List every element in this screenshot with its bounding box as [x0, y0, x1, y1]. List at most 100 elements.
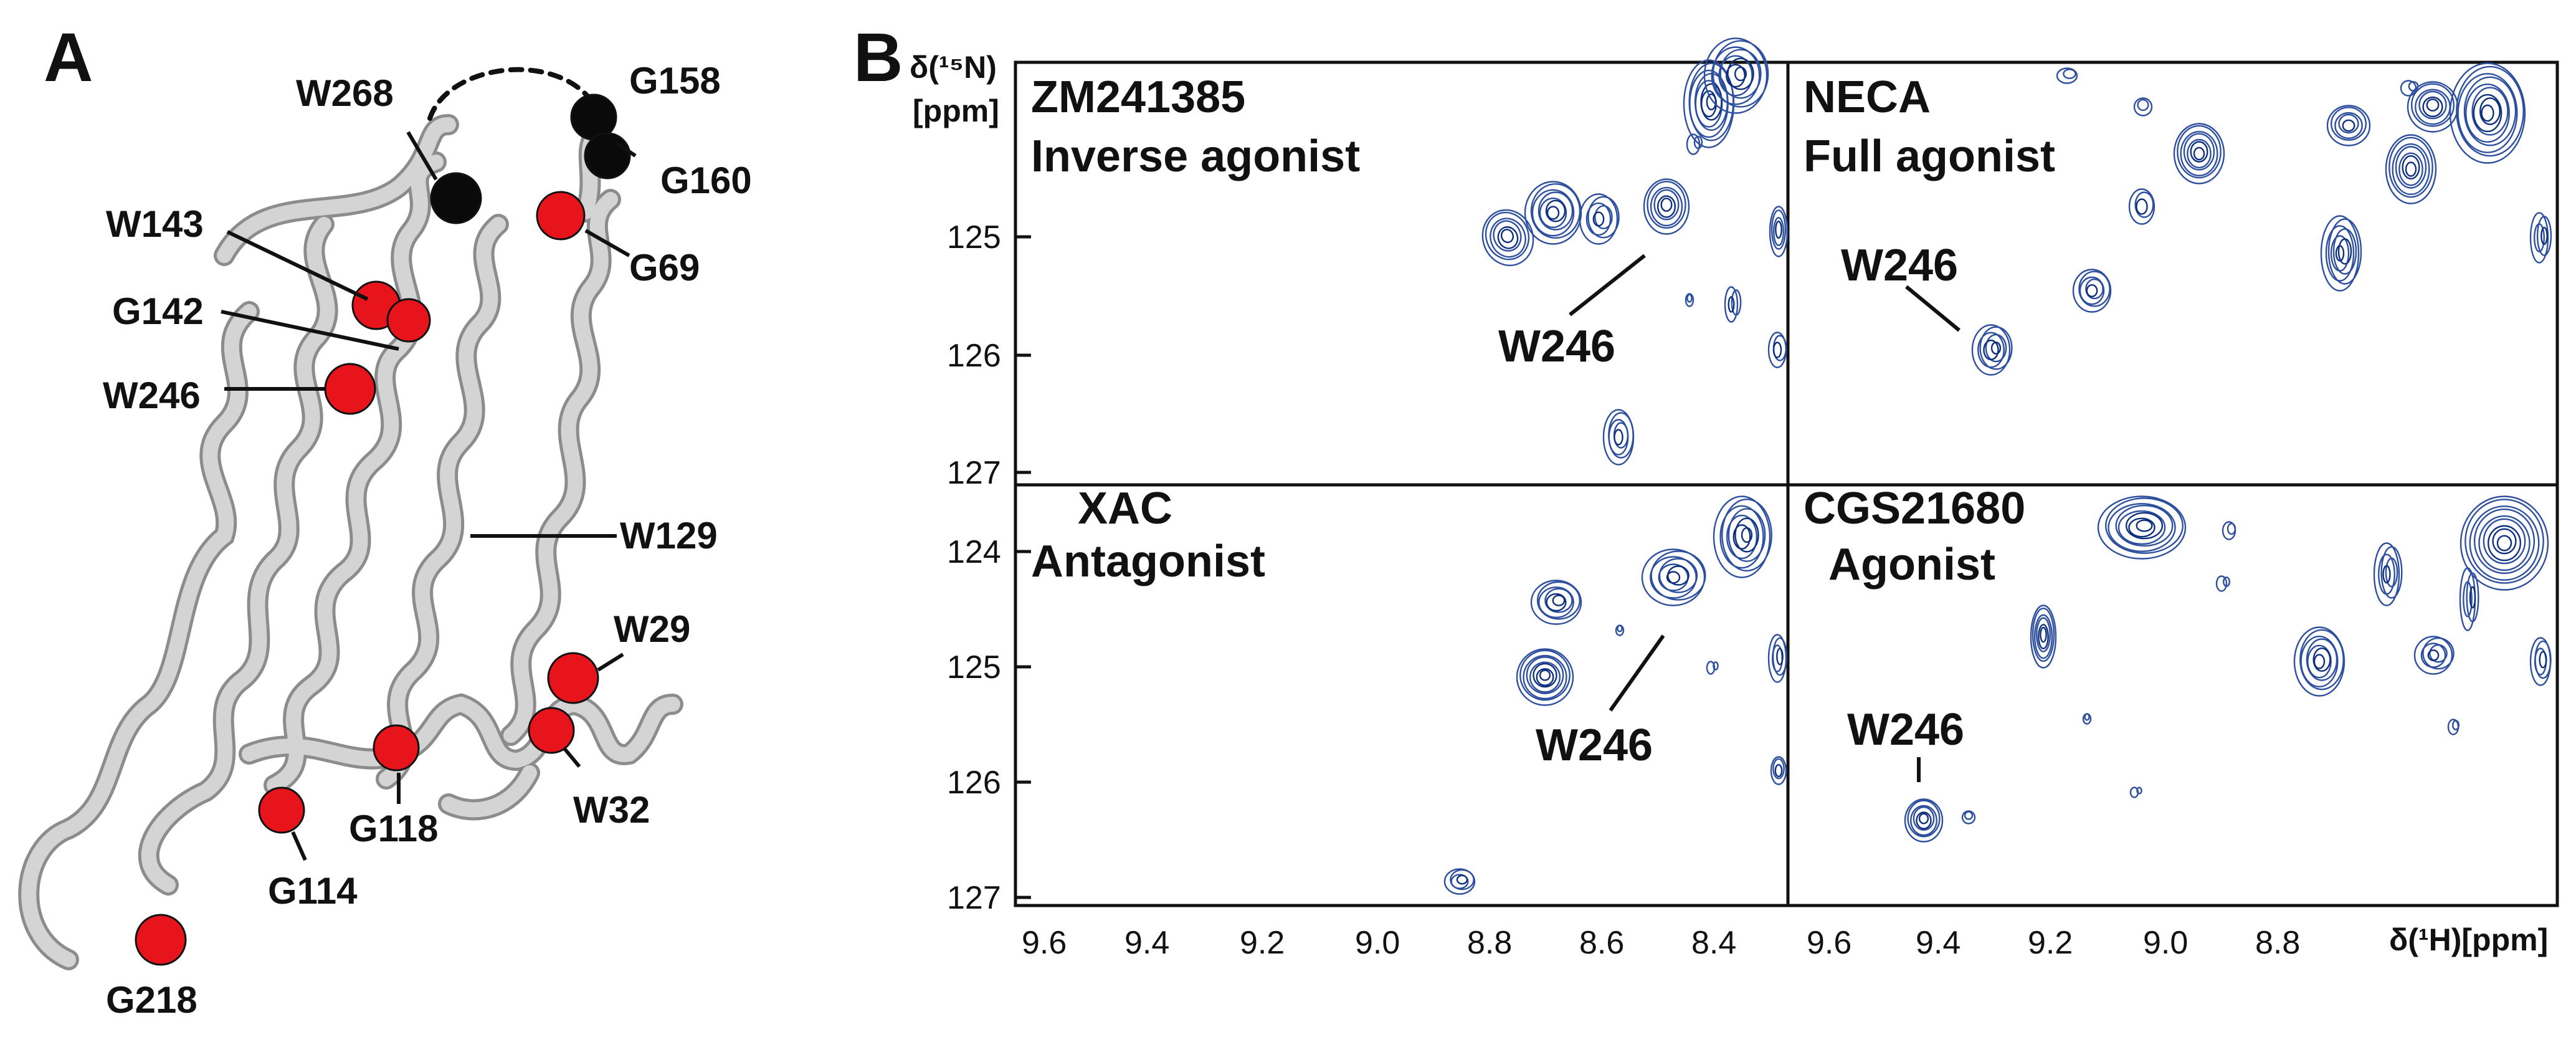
- contour-ring: [2320, 215, 2360, 292]
- contour-ring: [1545, 199, 1566, 222]
- spectrum-bl-class: Antagonist: [1031, 537, 1265, 586]
- contour-ring: [2496, 535, 2512, 552]
- nmr-peak: [2056, 67, 2078, 84]
- label-g69: G69: [629, 247, 700, 289]
- contour-ring: [2327, 218, 2362, 285]
- contour-ring: [1964, 811, 1974, 820]
- contour-ring: [1726, 514, 1758, 560]
- contour-ring: [2536, 216, 2552, 256]
- contour-ring: [1536, 581, 1581, 620]
- contour-ring: [1587, 196, 1620, 239]
- contour-ring: [2136, 786, 2142, 795]
- contour-ring: [1706, 93, 1717, 111]
- sphere-w268: [430, 172, 482, 224]
- contour-ring: [2380, 546, 2403, 599]
- contour-ring: [1443, 868, 1476, 895]
- w246-label-tl: W246: [1498, 322, 1615, 371]
- y-tick-bottom-124: 124: [947, 534, 1001, 570]
- contour-ring: [1544, 588, 1573, 613]
- y-ticks-top: [1015, 235, 1031, 474]
- label-w143: W143: [106, 203, 204, 245]
- contour-ring: [2478, 515, 2531, 571]
- contour-ring: [2136, 198, 2148, 215]
- contour-ring: [2492, 528, 2517, 555]
- contour-ring: [2183, 133, 2215, 171]
- nmr-peak: [1602, 409, 1635, 466]
- contour-ring: [1539, 669, 1551, 681]
- contour-ring: [1643, 178, 1690, 235]
- nmr-peak: [2222, 521, 2236, 540]
- contour-ring: [1916, 811, 1932, 829]
- contour-ring: [1531, 189, 1575, 237]
- contour-ring: [1666, 571, 1681, 584]
- nmr-peak: [2129, 786, 2142, 798]
- nmr-contours: [1443, 37, 2552, 895]
- nmr-peak: [1615, 624, 1625, 636]
- contour-ring: [2463, 76, 2517, 146]
- nmr-peak: [2097, 495, 2187, 560]
- contour-ring: [2033, 614, 2053, 659]
- contour-ring: [2479, 97, 2501, 125]
- spectrum-bl-ligand: XAC: [1078, 484, 1172, 533]
- w246-label-bl: W246: [1536, 720, 1653, 770]
- contour-ring: [1533, 662, 1557, 688]
- nmr-peak: [1686, 133, 1703, 155]
- contour-ring: [2373, 542, 2400, 606]
- nmr-peak: [1443, 868, 1476, 895]
- label-w268: W268: [296, 72, 394, 114]
- contour-ring: [2300, 635, 2339, 688]
- contour-ring: [2326, 105, 2371, 146]
- contour-ring: [1647, 181, 1686, 229]
- contour-ring: [2137, 98, 2149, 112]
- contour-ring: [2227, 522, 2236, 535]
- x-tick-l-8.8: 8.8: [1467, 925, 1512, 961]
- contour-ring: [1718, 55, 1753, 97]
- contour-ring: [1641, 548, 1706, 606]
- contour-ring: [2030, 605, 2057, 669]
- contour-ring: [2072, 269, 2112, 313]
- contour-ring: [1493, 220, 1522, 252]
- contour-ring: [1653, 189, 1680, 221]
- contour-ring: [2398, 152, 2423, 186]
- spectrum-br-ligand: CGS21680: [1804, 484, 2025, 533]
- contour-ring: [2408, 81, 2419, 92]
- nmr-peak: [2447, 719, 2460, 735]
- nmr-peak: [1643, 178, 1690, 235]
- contour-ring: [2465, 83, 2510, 143]
- contour-ring: [1772, 758, 1785, 780]
- spectra-frame: [1014, 60, 2559, 907]
- contour-ring: [1769, 206, 1789, 257]
- nmr-peak: [2385, 134, 2437, 204]
- contour-ring: [2456, 65, 2524, 157]
- contour-ring: [1719, 505, 1764, 569]
- sphere-g218: [135, 914, 187, 966]
- nmr-peak: [1530, 580, 1582, 625]
- nmr-peak: [1971, 324, 2013, 376]
- contour-ring: [1918, 813, 1929, 825]
- contour-ring: [2469, 505, 2540, 581]
- y-axis-unit: [ppm]: [913, 93, 999, 128]
- sphere-g118: [373, 724, 420, 772]
- panel-b: B δ(¹⁵N) [ppm] 125 126 127 124 125 126 1: [853, 19, 2559, 961]
- label-g114: G114: [268, 870, 358, 912]
- contour-ring: [1977, 332, 2005, 368]
- contour-ring: [2105, 497, 2184, 554]
- x-tick-r-9.4: 9.4: [1916, 925, 1961, 961]
- w246-label-tr: W246: [1841, 241, 1958, 290]
- nmr-peak: [1724, 286, 1742, 323]
- contour-ring: [2342, 119, 2355, 132]
- contour-ring: [1481, 209, 1534, 267]
- contour-ring: [1523, 654, 1567, 700]
- sphere-w246: [324, 363, 376, 415]
- contour-ring: [1979, 326, 2013, 370]
- nmr-peak: [2459, 567, 2479, 631]
- contour-ring: [2418, 90, 2447, 120]
- contour-ring: [2134, 191, 2154, 218]
- contour-ring: [2330, 107, 2367, 141]
- contour-ring: [1713, 495, 1771, 578]
- panel-a-letter: A: [44, 19, 93, 96]
- contour-ring: [1727, 57, 1754, 90]
- contour-ring: [2529, 212, 2549, 264]
- x-tick-l-8.4: 8.4: [1691, 925, 1736, 961]
